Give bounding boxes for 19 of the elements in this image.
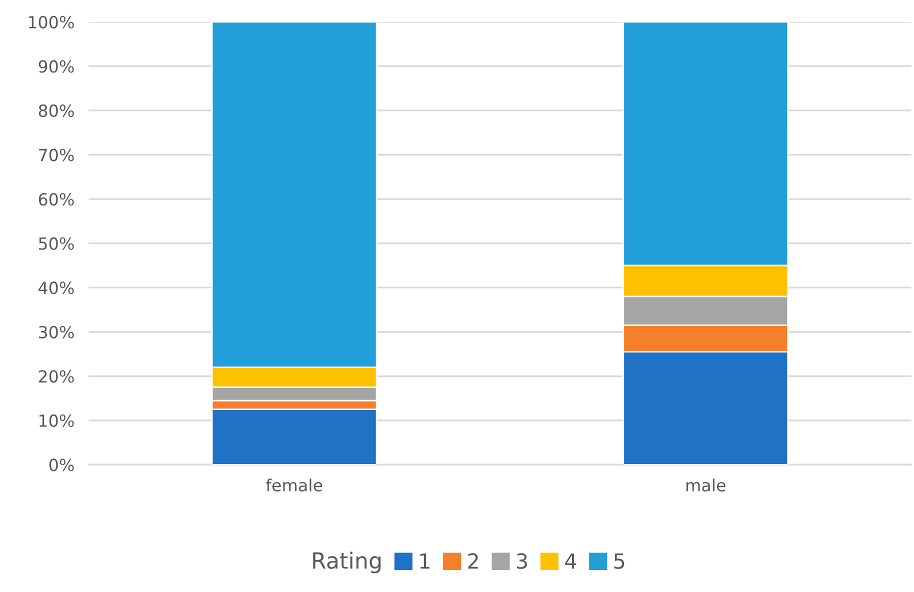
legend-label: 2 (468, 553, 478, 569)
y-tick-label: 50% (39, 237, 74, 250)
x-tick-label: female (266, 478, 322, 492)
legend-label: 1 (420, 553, 430, 569)
legend-label: 5 (614, 553, 624, 569)
legend-label: 4 (565, 553, 576, 569)
y-tick-label: 100% (28, 16, 74, 28)
y-tick-label: 30% (38, 326, 74, 338)
legend-title: Rating (313, 552, 381, 574)
legend-label: 3 (516, 553, 527, 569)
y-tick-label: 0% (49, 458, 74, 472)
y-tick-label: 80% (38, 104, 74, 118)
y-tick-label: 90% (38, 60, 74, 73)
y-tick-label: 70% (39, 148, 74, 162)
y-tick-label: 40% (38, 282, 74, 294)
x-tick-label: male (686, 478, 726, 492)
y-tick-label: 20% (38, 370, 74, 383)
y-tick-label: 60% (38, 192, 74, 206)
y-tick-label: 10% (40, 414, 74, 428)
